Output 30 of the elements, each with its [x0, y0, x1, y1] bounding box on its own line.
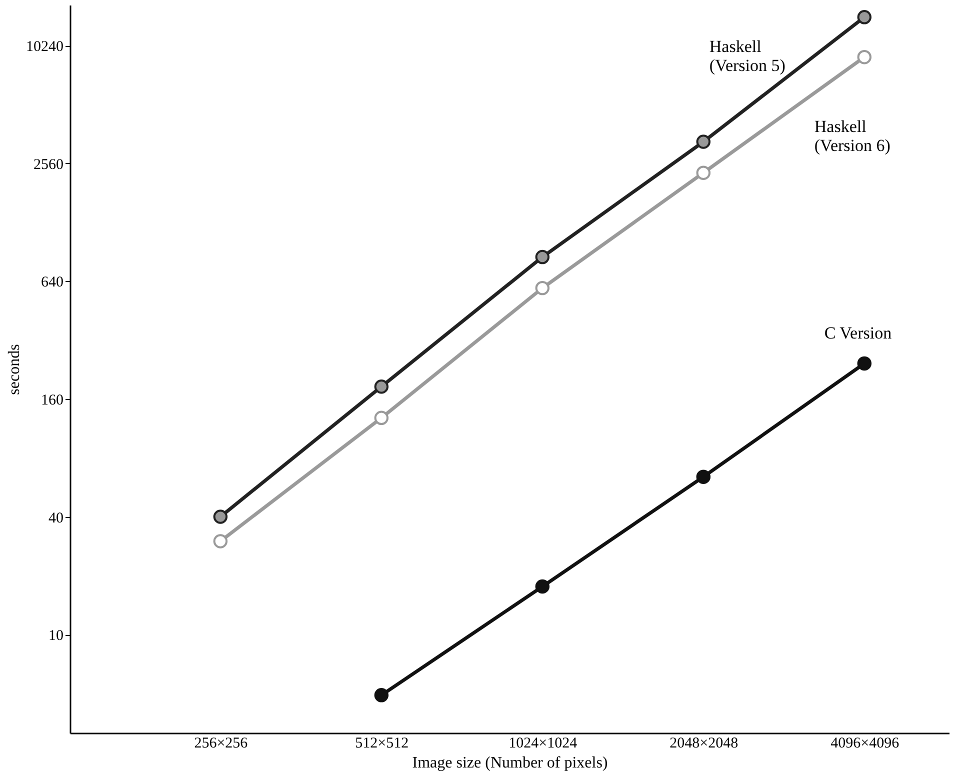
x-tick-label: 512×512	[355, 736, 409, 752]
point	[374, 410, 389, 426]
point	[213, 534, 228, 548]
point	[535, 579, 550, 594]
point	[696, 166, 711, 180]
point	[857, 50, 872, 64]
y-tick-label: 10240	[26, 39, 64, 56]
y-tick-label: 40	[48, 510, 64, 526]
point	[857, 356, 872, 371]
series-label: Haskell (Version 5)	[709, 37, 786, 76]
y-tick-label: 10	[48, 628, 64, 644]
point	[374, 380, 389, 394]
y-tick-label: 160	[41, 392, 64, 408]
x-axis-title: Image size (Number of pixels)	[412, 754, 608, 772]
x-tick-label: 256×256	[194, 736, 248, 752]
point	[696, 134, 711, 149]
point	[213, 510, 228, 524]
point	[857, 10, 872, 24]
y-tick-label: 640	[41, 274, 64, 291]
point	[696, 470, 711, 484]
series-label: C Version	[824, 323, 892, 342]
point	[374, 688, 389, 702]
y-axis-title: seconds	[6, 344, 23, 395]
point	[535, 250, 550, 264]
point	[535, 280, 550, 296]
series-label: Haskell (Version 6)	[814, 117, 890, 156]
x-tick-label: 2048×2048	[670, 736, 738, 752]
x-tick-label: 4096×4096	[830, 736, 900, 752]
x-tick-label: 1024×1024	[508, 736, 578, 752]
y-tick-label: 2560	[34, 156, 64, 173]
